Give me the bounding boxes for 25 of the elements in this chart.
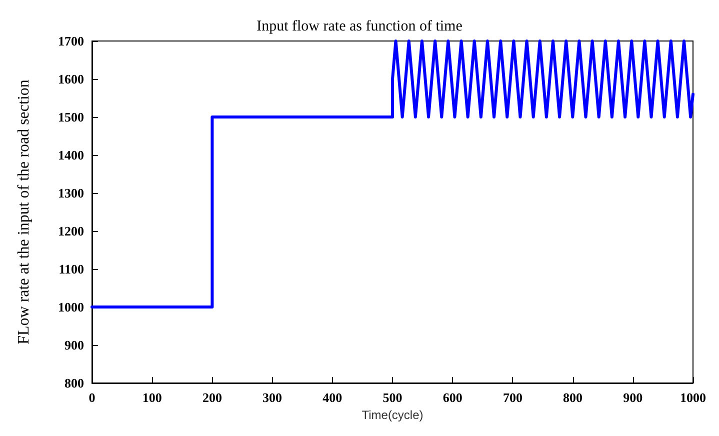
y-tick-label: 900 [64,338,84,352]
x-tick-label: 0 [88,390,96,405]
y-axis-title: FLow rate at the input of the road section [16,80,32,344]
line-series [90,40,694,308]
y-tick-label: 1000 [58,300,84,314]
x-tick-label: 1000 [680,390,706,405]
x-tick-label: 200 [202,390,222,405]
x-tick-label: 100 [142,390,162,405]
x-tick-label: 600 [442,390,462,405]
x-tick-label: 300 [262,390,282,405]
x-tick-label: 700 [502,390,522,405]
x-tick-label: 500 [382,390,402,405]
y-tick-label: 1300 [58,186,84,200]
x-tick-label: 400 [322,390,342,405]
chart-title: Input flow rate as function of time [256,18,463,34]
x-axis-title: Time(cycle) [362,408,424,422]
y-tick-label: 800 [64,376,84,390]
y-tick-label: 1400 [58,148,84,162]
x-tick-label: 800 [563,390,583,405]
y-tick-label: 1500 [58,110,84,124]
y-tick-label: 1700 [58,34,84,48]
y-tick-label: 1200 [58,224,84,238]
x-tick-label: 900 [623,390,643,405]
y-tick-label: 1600 [58,72,84,86]
y-tick-label: 1100 [58,262,84,276]
